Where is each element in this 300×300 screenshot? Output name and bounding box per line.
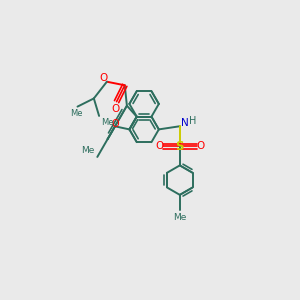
Text: S: S (176, 140, 184, 153)
Text: Me: Me (70, 109, 82, 118)
Text: O: O (111, 119, 119, 129)
Text: O: O (111, 104, 119, 114)
Text: Me: Me (101, 118, 114, 127)
Text: O: O (99, 73, 107, 83)
Text: O: O (196, 141, 205, 151)
Text: O: O (155, 141, 163, 151)
Text: Me: Me (82, 146, 95, 155)
Text: Me: Me (173, 213, 187, 222)
Text: H: H (189, 116, 197, 126)
Text: N: N (181, 118, 189, 128)
